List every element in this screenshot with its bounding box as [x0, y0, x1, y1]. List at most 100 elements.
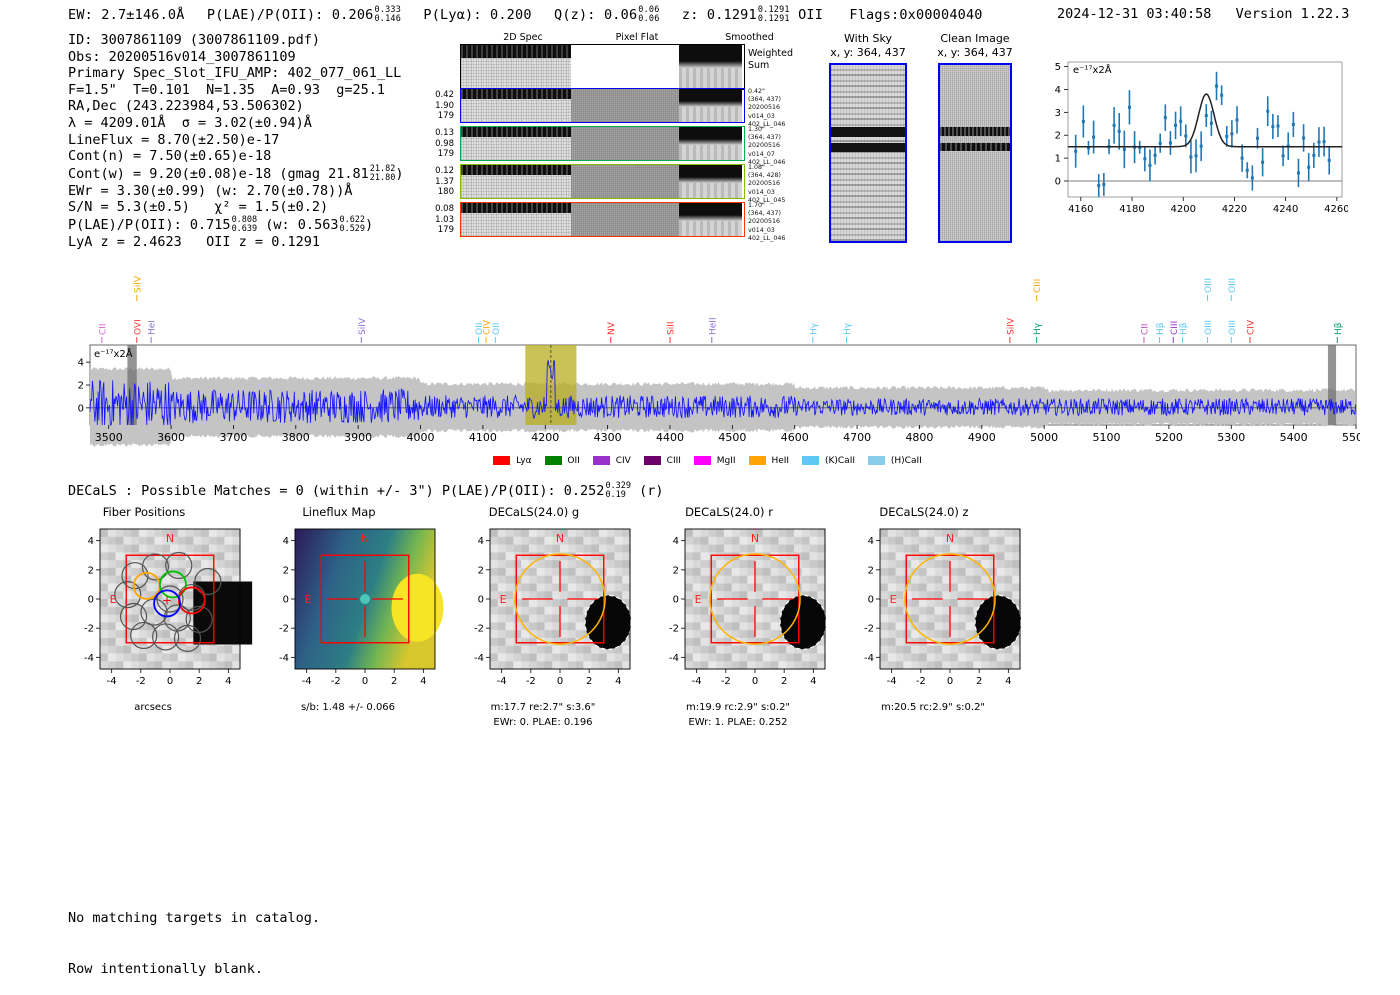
- svg-text:-2: -2: [721, 676, 731, 687]
- spec2d-row-right-labels: 1.30" (364, 437) 20200516 v014_07 402_LL_046: [748, 126, 808, 167]
- svg-text:E: E: [305, 593, 312, 606]
- svg-text:SiIV: SiIV: [1006, 317, 1016, 335]
- svg-text:OVI: OVI: [133, 319, 143, 335]
- legend-item: Lyα: [493, 455, 532, 466]
- svg-text:-2: -2: [84, 624, 94, 635]
- svg-text:5300: 5300: [1217, 431, 1245, 444]
- svg-text:4220: 4220: [1222, 204, 1247, 215]
- decals-panel: DECaLS(24.0) z N E -4 -4 -2 -2 0 0 2 2 4 4 m:20.5 rc:…: [852, 505, 1047, 735]
- info-cont-w: Cont(w) = 9.20(±0.08)e-18 (gmag 21.81: [68, 165, 369, 182]
- legend-item: (H)CaII: [868, 455, 922, 466]
- decals-panel-svg: N E -4 -4 -2 -2 0 0 2 2 4 4: [669, 528, 827, 687]
- header-z-label: z:: [681, 7, 699, 23]
- svg-text:5400: 5400: [1280, 431, 1308, 444]
- info-cont-w-row: Cont(w) = 9.20(±0.08)e-18 (gmag 21.81 21.…: [68, 164, 403, 183]
- row-right-value: 1.08": [748, 164, 765, 171]
- info-plae-lo: 0.639: [231, 223, 258, 234]
- decals-panel-caption-1: m:20.5 rc:2.9" s:0.2": [880, 702, 986, 713]
- header-plya-label: P(Lyα):: [423, 7, 482, 23]
- svg-text:Hβ: Hβ: [1156, 322, 1166, 335]
- row-right-value: 20200516: [748, 142, 781, 150]
- svg-text:4500: 4500: [718, 431, 746, 444]
- row-left-value: 0.13: [435, 128, 454, 138]
- svg-text:2: 2: [1055, 131, 1061, 142]
- svg-text:3500: 3500: [95, 431, 123, 444]
- svg-text:-2: -2: [279, 624, 289, 635]
- svg-text:3800: 3800: [282, 431, 310, 444]
- svg-text:0: 0: [1055, 176, 1061, 187]
- svg-text:E: E: [890, 593, 897, 606]
- svg-text:Hβ: Hβ: [1179, 322, 1189, 335]
- svg-text:-2: -2: [526, 676, 536, 687]
- spec2d-row: [460, 126, 745, 161]
- svg-text:0: 0: [283, 595, 289, 606]
- svg-text:OII: OII: [492, 323, 502, 335]
- row-smoothed-image: [679, 203, 742, 236]
- legend-label: HeII: [771, 455, 790, 466]
- svg-text:NV: NV: [607, 321, 617, 335]
- row-right-value: v014_03: [748, 112, 775, 120]
- info-id: ID: 3007861109 (3007861109.pdf): [68, 32, 320, 48]
- legend-swatch: [693, 455, 711, 465]
- svg-text:0: 0: [947, 676, 953, 687]
- svg-text:Hγ: Hγ: [809, 322, 819, 335]
- decals-panel: Lineflux Map N E -4 -4 -2 -2 0 0 2 2 4 4 s/b: 1.48 +/…: [267, 505, 462, 735]
- row-smoothed-image: [679, 165, 742, 198]
- info-plae-tail: ): [365, 216, 374, 233]
- decals-panel-caption-1: m:19.9 rc:2.9" s:0.2": [685, 702, 791, 713]
- header-plya-value: 0.200: [490, 7, 532, 23]
- info-plae-row: P(LAE)/P(OII): 0.715 0.808 0.639 (w: 0.563…: [68, 214, 403, 234]
- spec2d-row: [460, 202, 745, 237]
- row-pixelflat-image: [571, 165, 679, 198]
- decals-panel-svg: + N E -4 -4 -2 -2 0 0 2 2 4 4: [84, 528, 253, 687]
- decals-panel-caption-1: arcsecs: [134, 702, 172, 713]
- weighted-sum-pixelflat-image: [571, 45, 679, 89]
- row-2dspec-image: [461, 127, 571, 160]
- svg-text:2: 2: [88, 565, 94, 576]
- legend-item: HeII: [748, 455, 790, 466]
- info-sn-chi2: S/N = 5.3(±0.5) χ² = 1.5(±0.2): [68, 199, 329, 216]
- decals-panel: Fiber Positions + N E -4 -4 -2 -2 0 0 2 2 4 4 arcsecs: [72, 505, 267, 735]
- decals-panel: DECaLS(24.0) g N E -4 -4 -2 -2 0 0 2 2 4 4 m:17.7 re:…: [462, 505, 657, 735]
- decals-panel-svg: N E -4 -4 -2 -2 0 0 2 2 4 4: [279, 528, 444, 687]
- svg-text:CII: CII: [98, 323, 108, 335]
- svg-text:2: 2: [868, 565, 874, 576]
- svg-text:4000: 4000: [407, 431, 435, 444]
- decals-cutout-row: Fiber Positions + N E -4 -4 -2 -2 0 0 2 2 4 4 arcsecs L…: [60, 505, 1060, 735]
- row-pixelflat-image: [571, 203, 679, 236]
- info-plae-hi: 0.808: [231, 214, 258, 225]
- svg-text:5200: 5200: [1155, 431, 1183, 444]
- legend-label: (H)CaII: [890, 455, 922, 466]
- row-2dspec-image: [461, 165, 571, 198]
- row-right-value: 1.30": [748, 126, 765, 133]
- svg-text:OII: OII: [475, 323, 485, 335]
- svg-text:5100: 5100: [1093, 431, 1121, 444]
- spec2d-row: [460, 164, 745, 199]
- decals-panel-title: DECaLS(24.0) z: [879, 505, 969, 519]
- spectrum-svg: 0 2 4 3500 3600 3700 3800 3900 4000 4100 4200 4300 4…: [78, 275, 1370, 447]
- legend-swatch: [544, 455, 562, 465]
- weighted-sum-smoothed-image: [679, 45, 742, 89]
- svg-text:3900: 3900: [344, 431, 372, 444]
- row-left-value: 179: [437, 149, 454, 159]
- legend-swatch: [868, 455, 886, 465]
- svg-text:3: 3: [1055, 108, 1061, 119]
- svg-text:Hγ: Hγ: [843, 322, 853, 335]
- spec2d-row-right-labels: 1.70" (364, 437) 20200516 v014_03 402_LL_046: [748, 202, 808, 243]
- row-right-value: v014_03: [748, 188, 775, 196]
- legend-label: MgII: [716, 455, 736, 466]
- spec2d-row-right-labels: 1.08" (364, 428) 20200516 v014_03 402_LL_045: [748, 164, 808, 205]
- spec2d-col-title-2: Smoothed: [725, 32, 774, 43]
- line-fit-plot: 0 1 2 3 4 5 4160 4180 4200 4220 4240 4260 e⁻¹⁷x2Å: [1038, 52, 1350, 227]
- header-ew: EW: 2.7±146.0Å: [68, 7, 185, 23]
- row-smoothed-image: [679, 89, 742, 122]
- info-lineflux: LineFlux = 8.70(±2.50)e-17: [68, 131, 280, 148]
- svg-text:-4: -4: [107, 676, 117, 687]
- svg-text:0: 0: [752, 676, 758, 687]
- svg-text:4: 4: [78, 358, 84, 369]
- svg-text:2: 2: [781, 676, 787, 687]
- svg-text:E: E: [695, 593, 702, 606]
- svg-text:4: 4: [810, 676, 816, 687]
- decals-panel-title: DECaLS(24.0) g: [488, 505, 580, 519]
- row-right-value: 20200516: [748, 218, 781, 226]
